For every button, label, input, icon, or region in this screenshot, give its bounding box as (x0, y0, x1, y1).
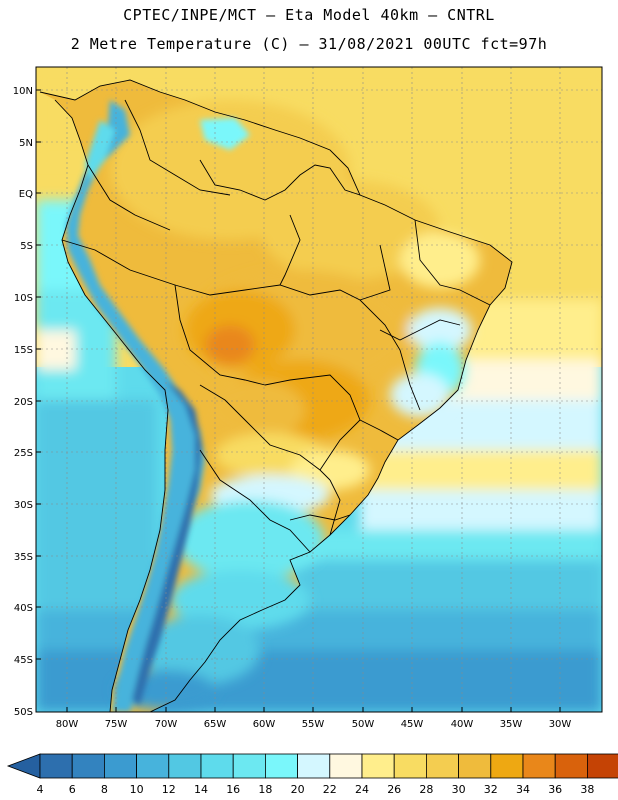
latitude-labels: 10N 5N EQ 5S 10S 15S 20S 25S 30S 35S 40S… (13, 86, 33, 718)
lat-label: 45S (14, 655, 33, 666)
lat-label: 30S (14, 500, 33, 511)
colorbar-tick-label: 4 (37, 783, 44, 796)
colorbar-tick-label: 20 (291, 783, 305, 796)
colorbar-swatch (168, 753, 202, 779)
lon-label: 30W (549, 719, 572, 730)
longitude-labels: 80W 75W 70W 65W 60W 55W 50W 45W 40W 35W … (56, 719, 572, 730)
lat-label: 40S (14, 603, 33, 614)
colorbar-swatch (232, 753, 266, 779)
lon-label: 70W (155, 719, 178, 730)
colorbar-tick-label: 30 (452, 783, 466, 796)
colorbar-tick-label: 34 (516, 783, 530, 796)
lon-label: 50W (352, 719, 375, 730)
lon-label: 75W (105, 719, 128, 730)
colorbar-swatch (522, 753, 556, 779)
colorbar-swatch (425, 753, 459, 779)
colorbar-tick-label: 8 (101, 783, 108, 796)
colorbar-swatch (200, 753, 234, 779)
colorbar-swatch (71, 753, 105, 779)
lon-label: 80W (56, 719, 79, 730)
colorbar-tick-label: 36 (548, 783, 562, 796)
lat-label: 25S (14, 448, 33, 459)
colorbar-tick-label: 22 (323, 783, 337, 796)
lon-label: 40W (451, 719, 474, 730)
map-title-line-1: CPTEC/INPE/MCT – Eta Model 40km – CNTRL (123, 6, 495, 24)
colorbar-swatch (136, 753, 170, 779)
lat-label: 5N (19, 138, 33, 149)
map-title-line-2: 2 Metre Temperature (C) – 31/08/2021 00U… (70, 35, 548, 53)
colorbar-tick-label: 12 (162, 783, 176, 796)
colorbar-swatch (393, 753, 427, 779)
colorbar-tick-label: 16 (226, 783, 240, 796)
colorbar-swatch (587, 753, 618, 779)
lon-label: 65W (204, 719, 227, 730)
lat-label: 35S (14, 552, 33, 563)
lat-label: 10N (13, 86, 33, 97)
colorbar-tick-label: 6 (69, 783, 76, 796)
lat-label: EQ (19, 189, 33, 200)
colorbar-swatch (361, 753, 395, 779)
lat-label: 20S (14, 397, 33, 408)
colorbar-swatch (104, 753, 138, 779)
colorbar-tick-label: 28 (419, 783, 433, 796)
lat-label: 15S (14, 345, 33, 356)
lat-label: 5S (20, 241, 33, 252)
colorbar-swatch (490, 753, 524, 779)
colorbar-tick-label: 38 (580, 783, 594, 796)
colorbar-swatch (264, 753, 298, 779)
graticule (36, 67, 602, 712)
temperature-field (36, 67, 602, 712)
colorbar-tick-label: 10 (130, 783, 144, 796)
colorbar-under-arrow (6, 753, 41, 779)
colorbar-tick-label: 32 (484, 783, 498, 796)
lon-label: 35W (500, 719, 523, 730)
lon-label: 60W (253, 719, 276, 730)
colorbar-swatch (39, 753, 73, 779)
map-frame (35, 66, 603, 713)
colorbar-swatch (458, 753, 492, 779)
lon-label: 45W (401, 719, 424, 730)
colorbar-tick-label: 26 (387, 783, 401, 796)
colorbar-tick-label: 24 (355, 783, 369, 796)
borders (39, 79, 513, 712)
lat-label: 50S (14, 707, 33, 718)
colorbar: 4 6 8 10 12 14 16 18 20 22 24 26 28 30 32 34 36 38 (6, 753, 618, 796)
colorbar-tick-label: 14 (194, 783, 208, 796)
lon-label: 55W (302, 719, 325, 730)
colorbar-swatch (554, 753, 588, 779)
lat-label: 10S (14, 293, 33, 304)
colorbar-swatch (329, 753, 363, 779)
colorbar-tick-label: 18 (258, 783, 272, 796)
colorbar-swatch (297, 753, 331, 779)
